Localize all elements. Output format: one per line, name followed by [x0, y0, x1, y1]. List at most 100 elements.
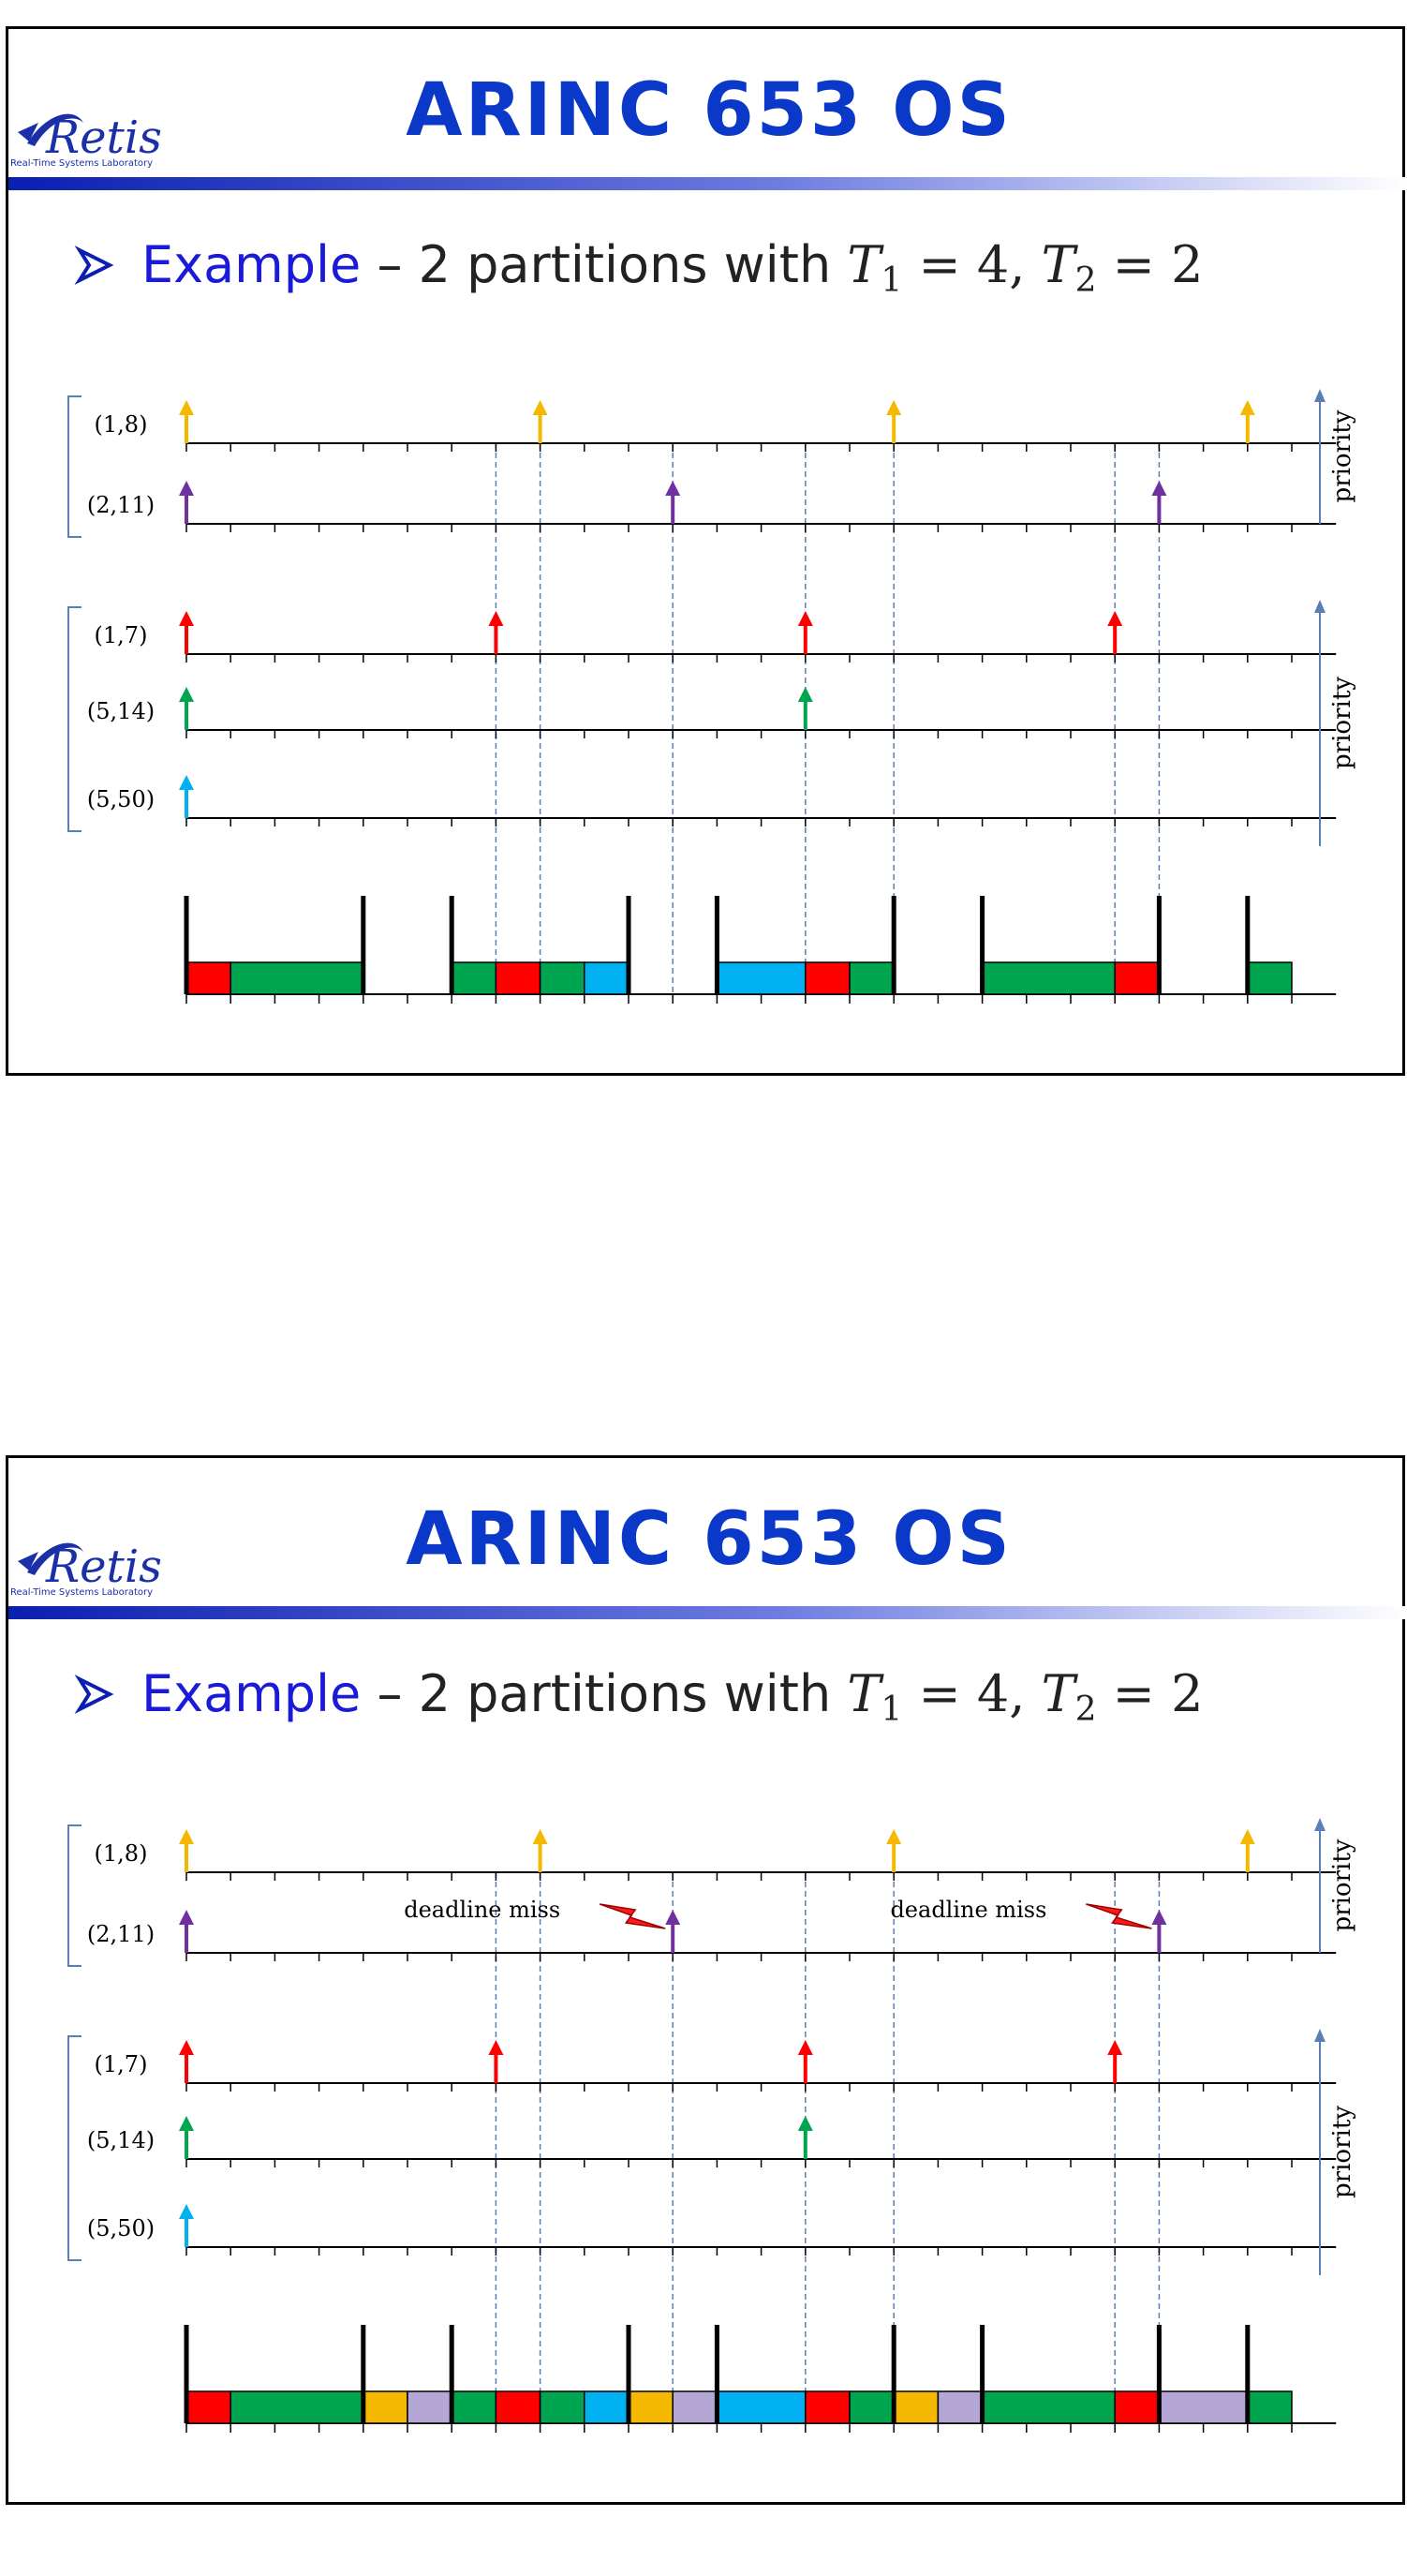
logo-star-icon: [18, 1552, 38, 1571]
execution-slot: [363, 2390, 408, 2424]
bullet-lead: Example: [141, 235, 361, 294]
partition-bracket: [67, 1824, 81, 1967]
bullet-t2-sub: 2: [1075, 261, 1097, 300]
priority-arrowhead-icon: [1314, 600, 1326, 613]
priority-label: priority: [1328, 409, 1356, 502]
bullet-t1-val: = 4,: [902, 235, 1041, 294]
release-arrowhead-icon: [179, 611, 194, 626]
bullet-t1-sub: 1: [881, 261, 902, 300]
timeline-diagram: (1,8) (2,11) (1,7) (5,14) (5,50) priority prio…: [67, 1818, 1356, 2433]
release-arrowhead-icon: [797, 2116, 813, 2131]
release-arrowhead-icon: [1239, 400, 1255, 415]
release-arrowhead-icon: [797, 611, 813, 626]
logo-caption: Real-Time Systems Laboratory: [10, 158, 153, 169]
execution-slot: [628, 2390, 674, 2424]
priority-arrowhead-icon: [1314, 2029, 1326, 2042]
bullet-text: Example – 2 partitions with T1 = 4, T2 =…: [141, 1664, 1203, 1729]
task-label: (5,50): [87, 786, 155, 812]
release-arrowhead-icon: [665, 1910, 681, 1925]
release-arrowhead-icon: [179, 775, 194, 790]
logo-name: Retis: [45, 112, 162, 164]
title-underline-bar: [8, 1606, 1407, 1619]
execution-slot: [451, 961, 497, 995]
logo-swoosh-icon: [27, 113, 83, 146]
release-arrowhead-icon: [1239, 1829, 1255, 1844]
slide-title: ARINC 653 OS: [406, 1497, 1013, 1582]
lightning-bolt-icon: [599, 1903, 666, 1929]
bullet-body: – 2 partitions with: [361, 1664, 847, 1723]
execution-slot: [1247, 2390, 1293, 2424]
priority-label: priority: [1328, 2106, 1356, 2198]
execution-slot: [230, 961, 364, 995]
release-arrowhead-icon: [179, 687, 194, 702]
partition-bracket: [67, 606, 81, 832]
execution-slot: [185, 2390, 231, 2424]
slide-2-canvas: Retis Real-Time Systems Laboratory ARINC…: [8, 1497, 1407, 2433]
task-label: (1,7): [95, 2051, 148, 2077]
task-label: (1,8): [95, 1840, 148, 1867]
logo-caption: Real-Time Systems Laboratory: [10, 1587, 153, 1598]
deadline-miss-label: deadline miss: [404, 1897, 560, 1923]
execution-slot: [1247, 961, 1293, 995]
release-arrowhead-icon: [179, 2116, 194, 2131]
release-arrowhead-icon: [532, 1829, 548, 1844]
release-arrowhead-icon: [532, 400, 548, 415]
execution-slot: [451, 2390, 497, 2424]
retis-logo: Retis Real-Time Systems Laboratory: [10, 1541, 162, 1598]
execution-slot: [981, 961, 1116, 995]
bullet-lead: Example: [141, 1664, 361, 1723]
deadline-miss-label: deadline miss: [890, 1897, 1046, 1923]
execution-slot: [893, 2390, 940, 2424]
release-arrowhead-icon: [179, 481, 194, 496]
slide-title: ARINC 653 OS: [406, 68, 1013, 153]
task-label: (5,14): [87, 698, 155, 724]
execution-slot: [230, 2390, 364, 2424]
bullet-t2-val: = 2: [1097, 235, 1204, 294]
execution-slot: [716, 2390, 807, 2424]
bullet-body: – 2 partitions with: [361, 235, 847, 294]
bullet-arrow-icon: [74, 1675, 114, 1714]
priority-arrowhead-icon: [1314, 389, 1326, 402]
execution-slot: [495, 2390, 541, 2424]
slide-1: Retis Real-Time Systems Laboratory ARINC…: [6, 26, 1407, 1076]
release-arrowhead-icon: [1151, 481, 1167, 496]
execution-slot: [716, 961, 807, 995]
execution-slot: [1114, 2390, 1161, 2424]
logo-swoosh-icon: [27, 1542, 83, 1575]
bullet-t1-sub: 1: [881, 1690, 902, 1729]
execution-slot: [849, 961, 895, 995]
bullet-t2-val: = 2: [1097, 1664, 1204, 1723]
bullet-arrow-icon: [74, 246, 114, 285]
execution-slot: [584, 961, 629, 995]
partition-bracket: [67, 395, 81, 538]
execution-slot: [539, 2390, 585, 2424]
task-label: (1,8): [95, 411, 148, 438]
bullet-text: Example – 2 partitions with T1 = 4, T2 =…: [141, 235, 1203, 300]
execution-slot: [981, 2390, 1116, 2424]
release-arrowhead-icon: [1151, 1910, 1167, 1925]
execution-slot: [672, 2390, 718, 2424]
logo-star-icon: [18, 123, 38, 141]
bullet-t1-val: = 4,: [902, 1664, 1041, 1723]
release-arrowhead-icon: [488, 611, 504, 626]
release-arrowhead-icon: [488, 2040, 504, 2055]
task-label: (1,7): [95, 622, 148, 648]
bullet-t2-sub: 2: [1075, 1690, 1097, 1729]
release-arrowhead-icon: [1107, 2040, 1123, 2055]
priority-label: priority: [1328, 677, 1356, 769]
release-arrowhead-icon: [1107, 611, 1123, 626]
priority-arrowhead-icon: [1314, 1818, 1326, 1831]
priority-label: priority: [1328, 1839, 1356, 1931]
release-arrowhead-icon: [179, 1910, 194, 1925]
execution-slot: [539, 961, 585, 995]
release-arrowhead-icon: [797, 687, 813, 702]
release-arrowhead-icon: [179, 2204, 194, 2219]
task-label: (2,11): [87, 1921, 155, 1947]
timeline-diagram: (1,8) (2,11) (1,7) (5,14) (5,50) priority prio…: [67, 389, 1356, 1004]
execution-slot: [937, 2390, 984, 2424]
bullet-t2: T: [1042, 235, 1079, 294]
release-arrowhead-icon: [179, 1829, 194, 1844]
partition-bracket: [67, 2035, 81, 2261]
execution-slot: [495, 961, 541, 995]
bullet-t2: T: [1042, 1664, 1079, 1723]
